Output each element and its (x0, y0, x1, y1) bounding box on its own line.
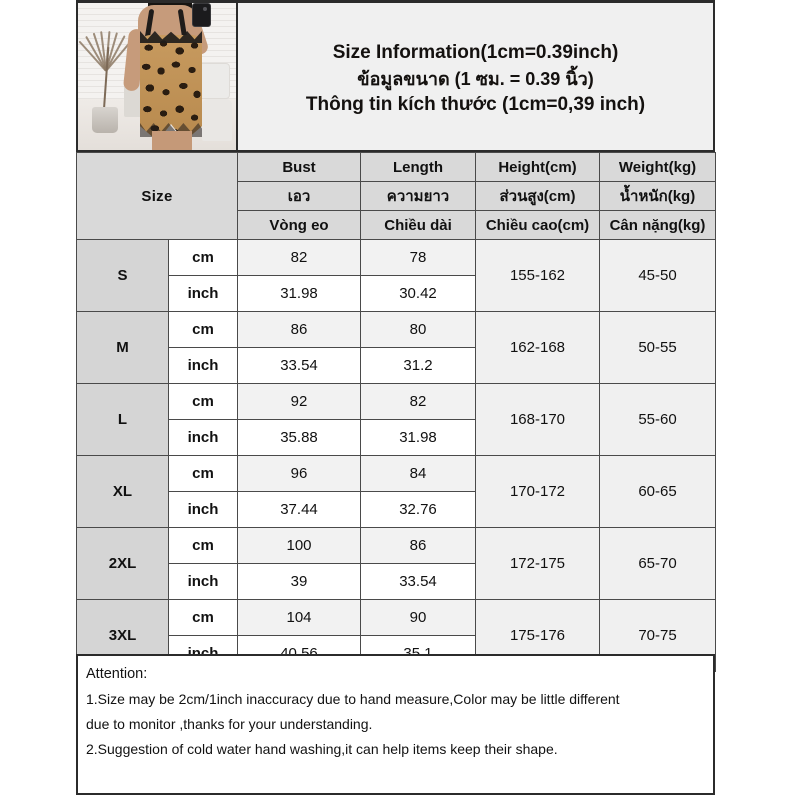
header-cell-3-vi: Cân nặng(kg) (599, 210, 716, 240)
weight-L: 55-60 (599, 383, 716, 456)
attention-box: Attention: 1.Size may be 2cm/1inch inacc… (76, 654, 715, 795)
header-cell-0-th: เอว (237, 181, 361, 211)
bust-inch-XL: 37.44 (237, 491, 361, 528)
product-photo-cell (78, 3, 238, 150)
header-cell-0-en: Bust (237, 152, 361, 182)
table-row: 2XL cm 100 86 172-175 65-70 (76, 527, 716, 600)
length-inch-XL: 32.76 (360, 491, 476, 528)
unit-cell-cm: cm (168, 311, 238, 348)
unit-cell-cm: cm (168, 455, 238, 492)
model-legs (152, 131, 192, 150)
header-cell-0-vi: Vòng eo (237, 210, 361, 240)
length-cm-3XL: 90 (360, 599, 476, 636)
attention-line-2: due to monitor ,thanks for your understa… (86, 716, 373, 732)
table-row: inch 33.54 31.2 (77, 347, 716, 384)
product-photo (78, 3, 236, 150)
height-S: 155-162 (475, 239, 600, 312)
title-thai: ข้อมูลขนาด (1 ซม. = 0.39 นิ้ว) (357, 68, 594, 89)
size-label-L: L (76, 383, 169, 456)
photo-stool (202, 99, 232, 141)
header-cell-1-vi: Chiều dài (360, 210, 476, 240)
unit-cell-cm: cm (168, 527, 238, 564)
length-inch-S: 30.42 (360, 275, 476, 312)
header-band: Size Information(1cm=0.39inch) ข้อมูลขนา… (76, 0, 715, 152)
weight-S: 45-50 (599, 239, 716, 312)
size-label-2XL: 2XL (76, 527, 169, 600)
table-row: inch 31.98 30.42 (77, 275, 716, 312)
unit-cell-inch: inch (168, 419, 238, 456)
bust-inch-2XL: 39 (237, 563, 361, 600)
weight-XL: 60-65 (599, 455, 716, 528)
title-english: Size Information(1cm=0.39inch) (332, 41, 619, 63)
table-row: 3XL cm 104 90 175-176 70-75 (76, 599, 716, 672)
table-row: inch 35.88 31.98 (77, 419, 716, 456)
title-vietnamese: Thông tin kích thước (1cm=0,39 inch) (305, 93, 646, 115)
photo-watermark (86, 9, 108, 27)
leopard-print-dress (140, 35, 202, 141)
unit-cell-inch: inch (168, 563, 238, 600)
bust-cm-M: 86 (237, 311, 361, 348)
length-cm-M: 80 (360, 311, 476, 348)
unit-cell-cm: cm (168, 239, 238, 276)
table-header-row: Size Bust Length Height(cm) Weight(kg) (76, 152, 716, 240)
bust-cm-XL: 96 (237, 455, 361, 492)
smartphone-icon (192, 3, 211, 27)
table-row: XL cm 96 84 170-172 60-65 (76, 455, 716, 528)
header-size-label: Size (76, 152, 238, 240)
header-cell-3-en: Weight(kg) (599, 152, 716, 182)
length-cm-S: 78 (360, 239, 476, 276)
photo-model (122, 3, 224, 150)
photo-plant-pot (92, 107, 118, 133)
length-inch-2XL: 33.54 (360, 563, 476, 600)
unit-cell-inch: inch (168, 491, 238, 528)
height-L: 168-170 (475, 383, 600, 456)
length-cm-2XL: 86 (360, 527, 476, 564)
dress-lace-trim-top (140, 31, 202, 43)
weight-M: 50-55 (599, 311, 716, 384)
header-cell-1-th: ความยาว (360, 181, 476, 211)
bust-inch-M: 33.54 (237, 347, 361, 384)
height-2XL: 172-175 (475, 527, 600, 600)
unit-cell-inch: inch (168, 275, 238, 312)
bust-inch-S: 31.98 (237, 275, 361, 312)
header-cell-2-th: ส่วนสูง(cm) (475, 181, 600, 211)
size-label-S: S (76, 239, 169, 312)
header-cell-3-th: น้ำหนัก(kg) (599, 181, 716, 211)
table-header-row: เอว ความยาว ส่วนสูง(cm) น้ำหนัก(kg) (77, 181, 716, 211)
header-cell-2-en: Height(cm) (475, 152, 600, 182)
bust-inch-L: 35.88 (237, 419, 361, 456)
size-label-M: M (76, 311, 169, 384)
table-row: inch 37.44 32.76 (77, 491, 716, 528)
size-table: Size Bust Length Height(cm) Weight(kg) เอว ควา… (76, 152, 716, 672)
bust-cm-S: 82 (237, 239, 361, 276)
height-XL: 170-172 (475, 455, 600, 528)
attention-heading: Attention: (86, 666, 148, 682)
length-inch-M: 31.2 (360, 347, 476, 384)
unit-cell-cm: cm (168, 383, 238, 420)
height-M: 162-168 (475, 311, 600, 384)
header-cell-2-vi: Chiều cao(cm) (475, 210, 600, 240)
size-label-XL: XL (76, 455, 169, 528)
bust-cm-2XL: 100 (237, 527, 361, 564)
length-inch-L: 31.98 (360, 419, 476, 456)
header-cell-1-en: Length (360, 152, 476, 182)
length-cm-XL: 84 (360, 455, 476, 492)
table-header-row: Vòng eo Chiều dài Chiều cao(cm) Cân nặng(kg… (77, 210, 716, 240)
attention-line-3: 2.Suggestion of cold water hand washing,… (86, 741, 558, 757)
weight-2XL: 65-70 (599, 527, 716, 600)
unit-cell-cm: cm (168, 599, 238, 636)
bust-cm-L: 92 (237, 383, 361, 420)
title-block: Size Information(1cm=0.39inch) ข้อมูลขนา… (238, 3, 713, 150)
table-row: inch 39 33.54 (77, 563, 716, 600)
bust-cm-3XL: 104 (237, 599, 361, 636)
length-cm-L: 82 (360, 383, 476, 420)
unit-cell-inch: inch (168, 347, 238, 384)
attention-line-1: 1.Size may be 2cm/1inch inaccuracy due t… (86, 691, 620, 707)
